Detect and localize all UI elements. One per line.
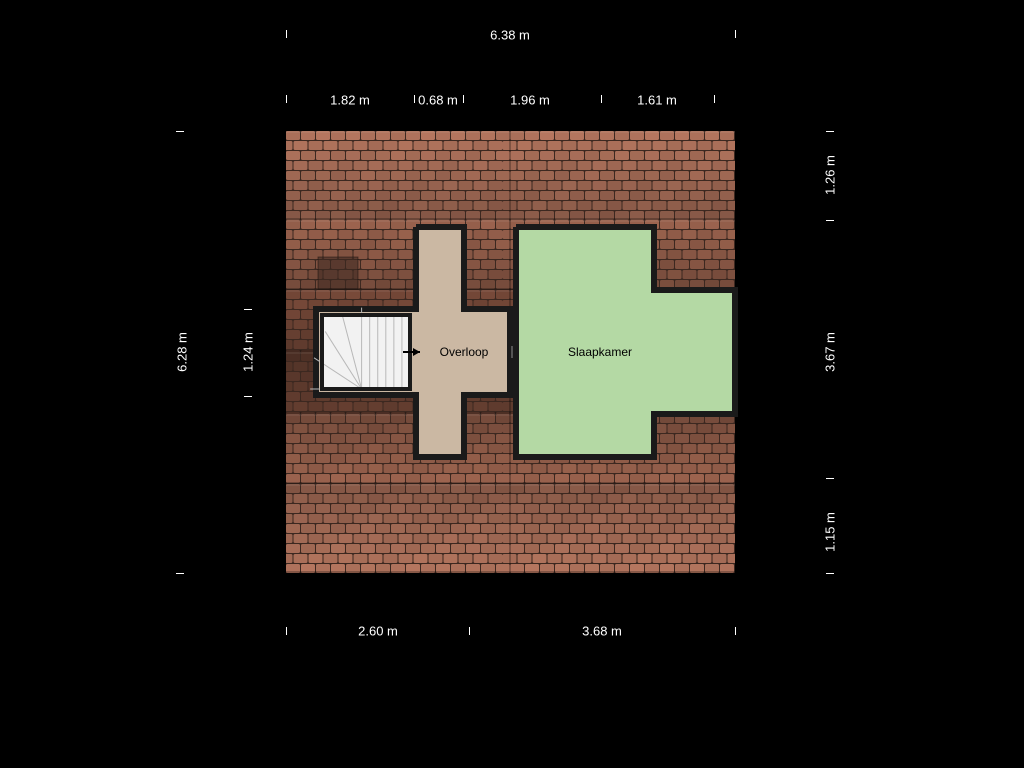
dimension-tick [601, 95, 602, 103]
dimension-tick [176, 131, 184, 132]
dimension-label: 0.68 m [418, 93, 458, 108]
dimension-tick [735, 627, 736, 635]
label-overloop: Overloop [440, 345, 489, 359]
dimension-tick [414, 95, 415, 103]
dimension-tick [286, 95, 287, 103]
dimension-tick [735, 30, 736, 38]
dimension-label: 6.38 m [490, 28, 530, 43]
dimension-label: 6.28 m [175, 332, 190, 372]
floorplan-stage: Overloop Slaapkamer 6.38 m 1.82 m 0.68 m 1.… [0, 0, 1024, 768]
dimension-label: 1.82 m [330, 93, 370, 108]
dimension-label: 1.61 m [637, 93, 677, 108]
dimension-tick [244, 309, 252, 310]
dimension-tick [286, 30, 287, 38]
dimension-label: 1.15 m [823, 512, 838, 552]
stairs [310, 308, 410, 389]
skylight [318, 257, 358, 289]
dimension-label: 1.24 m [241, 332, 256, 372]
dimension-tick [176, 573, 184, 574]
dimension-tick [463, 95, 464, 103]
dimension-tick [826, 573, 834, 574]
dimension-tick [244, 396, 252, 397]
dimension-tick [826, 131, 834, 132]
dimension-tick [469, 627, 470, 635]
dimension-label: 3.67 m [823, 332, 838, 372]
dimension-tick [714, 95, 715, 103]
dimension-label: 1.96 m [510, 93, 550, 108]
dimension-tick [826, 220, 834, 221]
label-slaapkamer: Slaapkamer [568, 345, 632, 359]
dimension-label: 1.26 m [823, 155, 838, 195]
dimension-tick [826, 478, 834, 479]
dimension-label: 3.68 m [582, 624, 622, 639]
dimension-tick [286, 627, 287, 635]
dimension-label: 2.60 m [358, 624, 398, 639]
roof-diagram [0, 0, 1024, 768]
